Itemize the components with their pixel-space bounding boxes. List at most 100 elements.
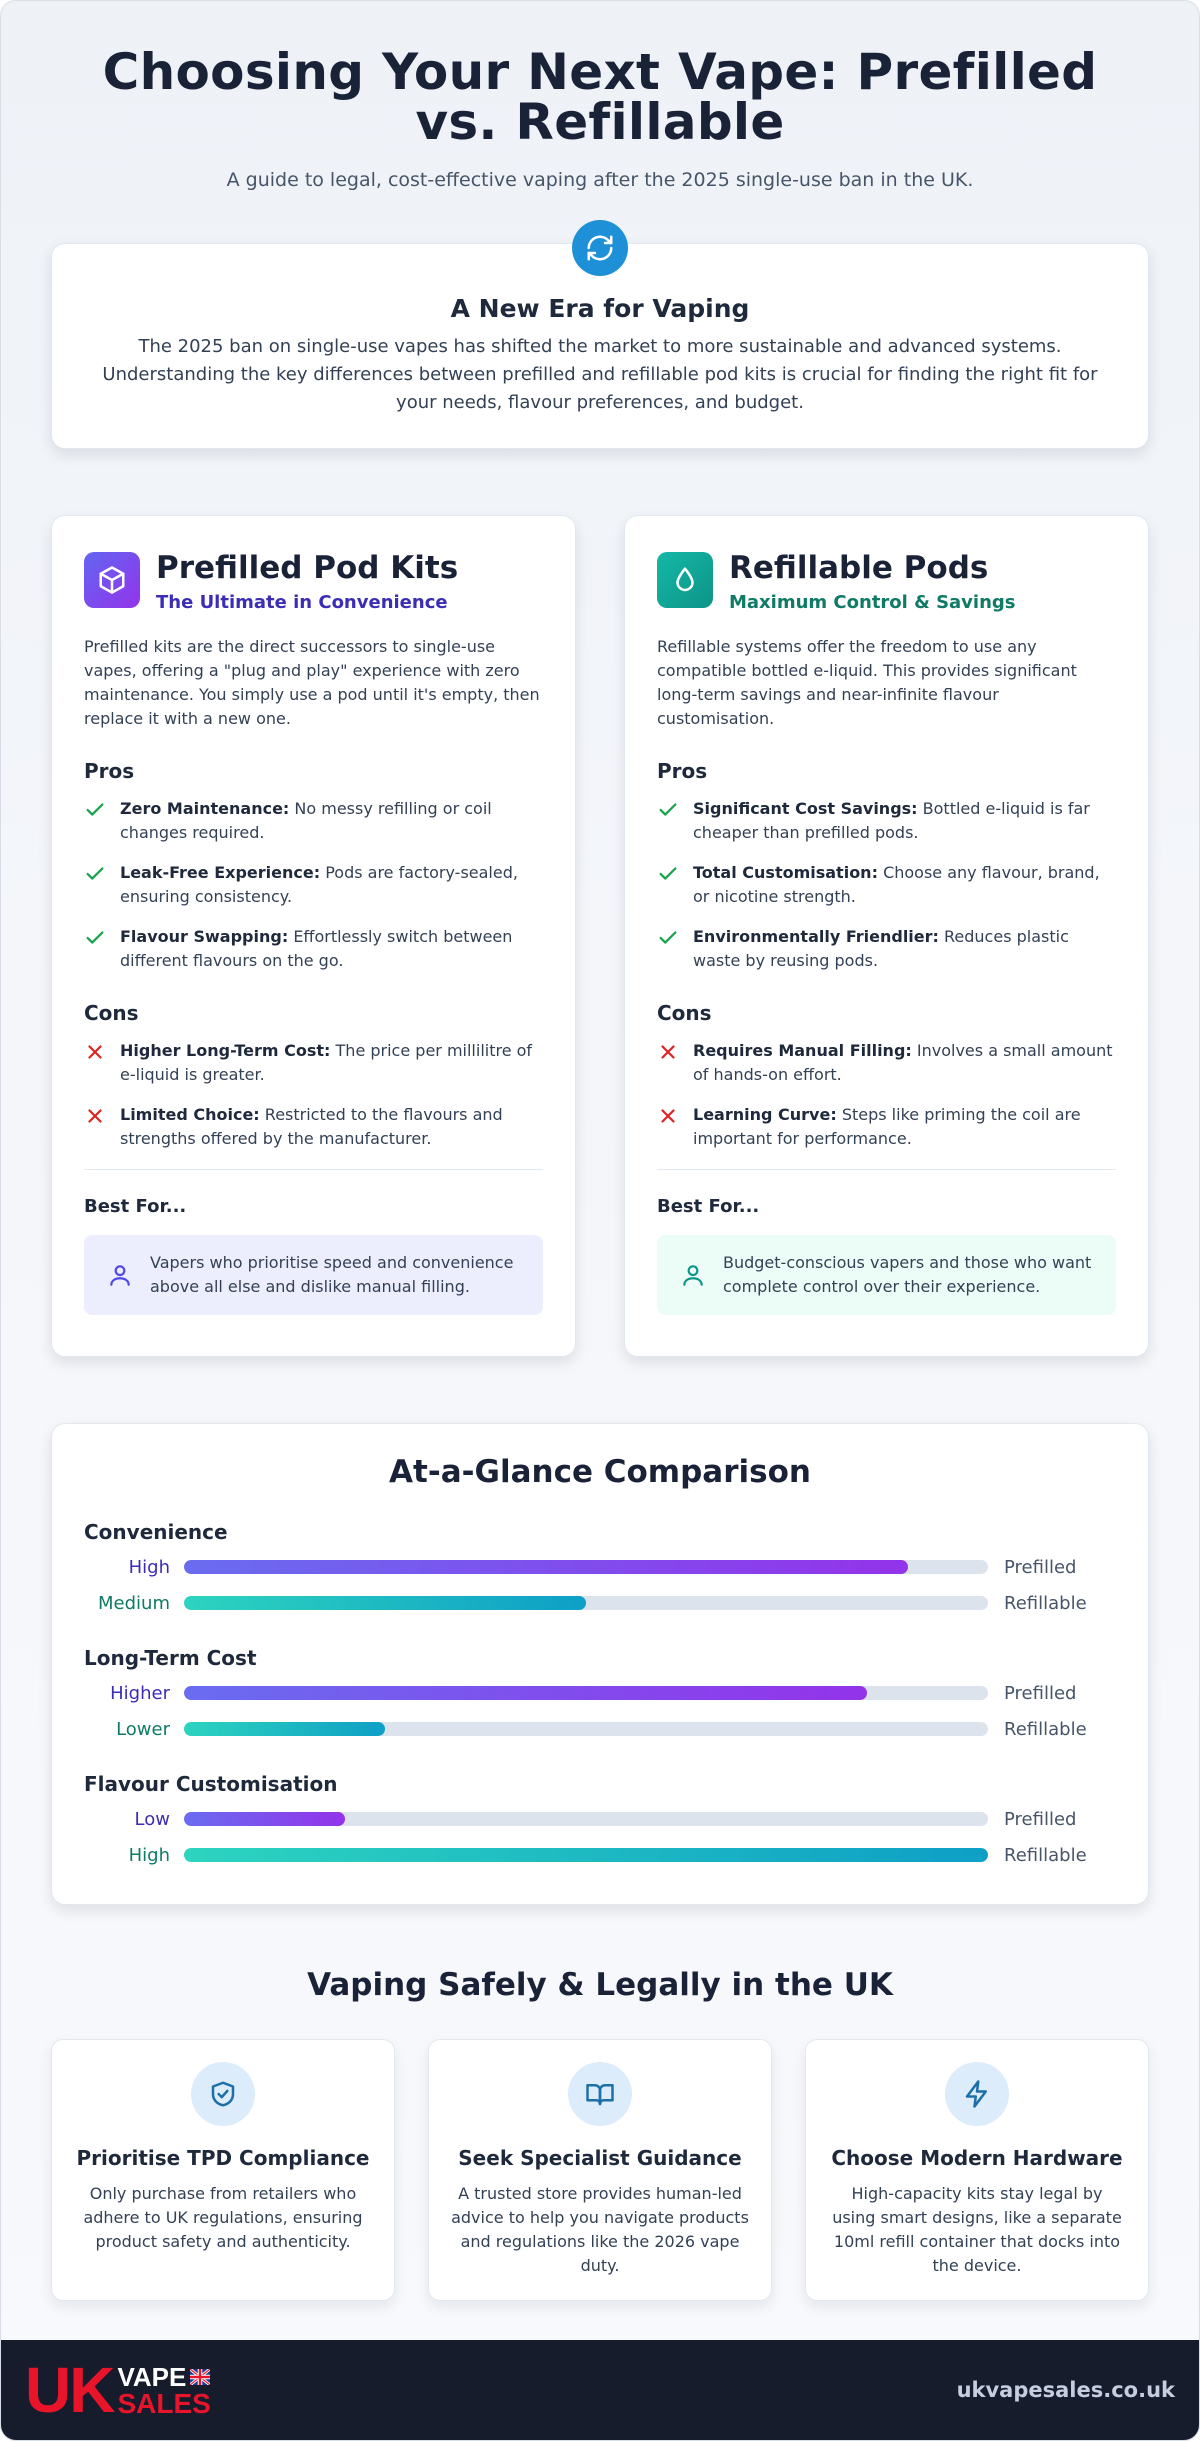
- comparison-panel: At-a-Glance Comparison Convenience High …: [51, 1423, 1149, 1905]
- bar-label: Prefilled: [1004, 1682, 1077, 1704]
- cross-icon: [657, 1103, 693, 1131]
- tip-card-guidance: Seek Specialist Guidance A trusted store…: [428, 2039, 772, 2301]
- tip-card-tpd: Prioritise TPD Compliance Only purchase …: [51, 2039, 395, 2301]
- list-item: Zero Maintenance: No messy refilling or …: [84, 797, 543, 845]
- metric-convenience: Convenience High Prefilled Medium Refill…: [84, 1520, 1116, 1616]
- metric-name: Convenience: [84, 1520, 228, 1544]
- check-icon: [657, 861, 693, 889]
- logo-uk: UK: [25, 2354, 115, 2426]
- new-era-panel: A New Era for Vaping The 2025 ban on sin…: [51, 220, 1149, 449]
- list-item: Limited Choice: Restricted to the flavou…: [84, 1103, 543, 1151]
- tip-body: High-capacity kits stay legal by using s…: [832, 2184, 1122, 2275]
- list-item: Significant Cost Savings: Bottled e-liqu…: [657, 797, 1116, 845]
- bar-track: [184, 1596, 988, 1610]
- tip-title: Seek Specialist Guidance: [458, 2146, 742, 2170]
- tip-title: Prioritise TPD Compliance: [76, 2146, 370, 2170]
- refillable-card-header: Refillable Pods Maximum Control & Saving…: [657, 550, 1116, 613]
- bar-fill: [184, 1848, 988, 1862]
- era-title: A New Era for Vaping: [450, 294, 750, 323]
- website-link[interactable]: ukvapesales.co.uk: [956, 2378, 1175, 2402]
- prefilled-pros-list: Zero Maintenance: No messy refilling or …: [84, 797, 543, 973]
- refillable-cons-heading: Cons: [657, 1001, 712, 1025]
- user-icon: [98, 1262, 142, 1288]
- cross-icon: [657, 1039, 693, 1067]
- bar-track: [184, 1848, 988, 1862]
- bar-row-refillable: Medium Refillable: [84, 1590, 1116, 1616]
- pro-term: Flavour Swapping:: [120, 927, 289, 946]
- refillable-pros-heading: Pros: [657, 759, 708, 783]
- con-term: Learning Curve:: [693, 1105, 837, 1124]
- con-text: The price per millilitre of e-liquid is …: [120, 1041, 533, 1084]
- bar-row-refillable: Lower Refillable: [84, 1716, 1116, 1742]
- bar-track: [184, 1686, 988, 1700]
- pro-term: Zero Maintenance:: [120, 799, 290, 818]
- pro-text: Bottled e-liquid is far cheaper than pre…: [693, 799, 1090, 842]
- prefilled-intro: Prefilled kits are the direct successors…: [84, 637, 540, 728]
- bar-label: Refillable: [1004, 1718, 1087, 1740]
- refillable-tagline: Maximum Control & Savings: [729, 592, 1016, 613]
- bar-track: [184, 1812, 988, 1826]
- list-item: Learning Curve: Steps like priming the c…: [657, 1103, 1116, 1151]
- prefilled-card-header: Prefilled Pod Kits The Ultimate in Conve…: [84, 550, 543, 613]
- lightning-icon: [945, 2062, 1009, 2126]
- list-item: Higher Long-Term Cost: The price per mil…: [84, 1039, 543, 1087]
- refillable-pros-list: Significant Cost Savings: Bottled e-liqu…: [657, 797, 1116, 973]
- prefilled-best-for: Vapers who prioritise speed and convenie…: [84, 1235, 543, 1315]
- prefilled-cons-heading: Cons: [84, 1001, 139, 1025]
- bar-label: Refillable: [1004, 1844, 1087, 1866]
- pro-text: Pods are factory-sealed, ensuring consis…: [120, 863, 518, 906]
- footer: UK VAPE SALES ukvapesales.co.uk: [1, 2340, 1199, 2440]
- tip-body: Only purchase from retailers who adhere …: [83, 2184, 363, 2251]
- prefilled-best-heading: Best For...: [84, 1196, 187, 1217]
- bar-fill: [184, 1686, 868, 1700]
- metric-flavour-customisation: Flavour Customisation Low Prefilled High…: [84, 1772, 1116, 1868]
- refillable-card: Refillable Pods Maximum Control & Saving…: [624, 515, 1149, 1357]
- pro-term: Leak-Free Experience:: [120, 863, 321, 882]
- check-icon: [84, 861, 120, 889]
- divider: [84, 1169, 543, 1170]
- refillable-best-heading: Best For...: [657, 1196, 760, 1217]
- check-icon: [657, 797, 693, 825]
- metric-name: Long-Term Cost: [84, 1646, 257, 1670]
- tip-card-hardware: Choose Modern Hardware High-capacity kit…: [805, 2039, 1149, 2301]
- bar-fill: [184, 1812, 345, 1826]
- con-text: Restricted to the flavours and strengths…: [120, 1105, 503, 1148]
- book-open-icon: [568, 2062, 632, 2126]
- prefilled-tagline: The Ultimate in Convenience: [156, 592, 448, 613]
- logo-vape: VAPE: [117, 2362, 187, 2392]
- bar-fill: [184, 1722, 385, 1736]
- cross-icon: [84, 1103, 120, 1131]
- con-term: Higher Long-Term Cost:: [120, 1041, 331, 1060]
- pro-term: Environmentally Friendlier:: [693, 927, 939, 946]
- page-subtitle: A guide to legal, cost-effective vaping …: [226, 169, 974, 191]
- union-flag-icon: [190, 2369, 211, 2385]
- pro-text: No messy refilling or coil changes requi…: [120, 799, 492, 842]
- bar-level: Low: [134, 1808, 170, 1830]
- shield-check-icon: [191, 2062, 255, 2126]
- kit-cards: Prefilled Pod Kits The Ultimate in Conve…: [51, 515, 1149, 1357]
- con-text: Involves a small amount of hands-on effo…: [693, 1041, 1113, 1084]
- bar-level: Lower: [116, 1718, 170, 1740]
- refillable-cons-list: Requires Manual Filling: Involves a smal…: [657, 1039, 1116, 1151]
- bar-track: [184, 1560, 988, 1574]
- pro-text: Choose any flavour, brand, or nicotine s…: [693, 863, 1100, 906]
- check-icon: [84, 925, 120, 953]
- logo-sales: SALES: [117, 2388, 211, 2419]
- user-icon: [671, 1262, 715, 1288]
- con-term: Requires Manual Filling:: [693, 1041, 912, 1060]
- brand-logo: UK VAPE SALES: [25, 2354, 211, 2426]
- bar-row-prefilled: Low Prefilled: [84, 1806, 1116, 1832]
- hero: Choosing Your Next Vape: Prefilled vs. R…: [1, 1, 1199, 191]
- safety-title: Vaping Safely & Legally in the UK: [307, 1967, 893, 2003]
- con-term: Limited Choice:: [120, 1105, 260, 1124]
- metric-long-term-cost: Long-Term Cost Higher Prefilled Lower Re…: [84, 1646, 1116, 1742]
- pro-text: Effortlessly switch between different fl…: [120, 927, 513, 970]
- bar-level: High: [128, 1556, 170, 1578]
- list-item: Total Customisation: Choose any flavour,…: [657, 861, 1116, 909]
- refillable-title: Refillable Pods: [729, 550, 989, 586]
- list-item: Leak-Free Experience: Pods are factory-s…: [84, 861, 543, 909]
- bar-label: Prefilled: [1004, 1556, 1077, 1578]
- prefilled-best-text: Vapers who prioritise speed and convenie…: [150, 1253, 514, 1296]
- pro-term: Significant Cost Savings:: [693, 799, 918, 818]
